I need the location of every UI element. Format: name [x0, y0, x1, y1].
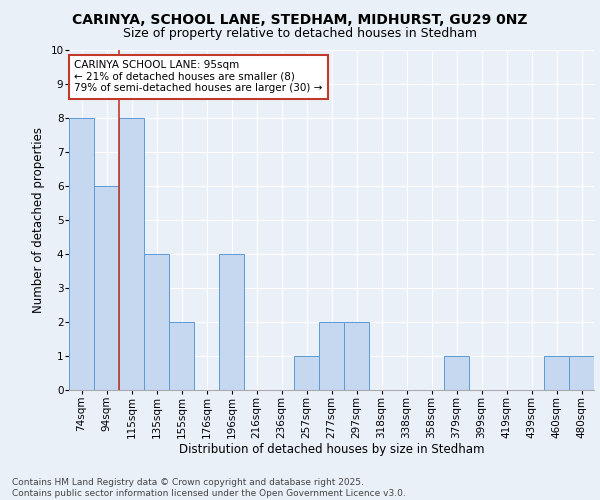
Bar [219, 254, 244, 390]
Bar [444, 356, 469, 390]
Text: CARINYA SCHOOL LANE: 95sqm
← 21% of detached houses are smaller (8)
79% of semi-: CARINYA SCHOOL LANE: 95sqm ← 21% of deta… [74, 60, 323, 94]
Bar [69, 118, 94, 390]
Bar [169, 322, 194, 390]
Text: Contains HM Land Registry data © Crown copyright and database right 2025.
Contai: Contains HM Land Registry data © Crown c… [12, 478, 406, 498]
Bar [144, 254, 169, 390]
Y-axis label: Number of detached properties: Number of detached properties [32, 127, 45, 313]
Text: CARINYA, SCHOOL LANE, STEDHAM, MIDHURST, GU29 0NZ: CARINYA, SCHOOL LANE, STEDHAM, MIDHURST,… [72, 12, 528, 26]
Bar [119, 118, 144, 390]
Bar [569, 356, 594, 390]
Bar [319, 322, 344, 390]
Bar [94, 186, 119, 390]
Text: Size of property relative to detached houses in Stedham: Size of property relative to detached ho… [123, 28, 477, 40]
X-axis label: Distribution of detached houses by size in Stedham: Distribution of detached houses by size … [179, 443, 484, 456]
Bar [294, 356, 319, 390]
Bar [344, 322, 369, 390]
Bar [544, 356, 569, 390]
